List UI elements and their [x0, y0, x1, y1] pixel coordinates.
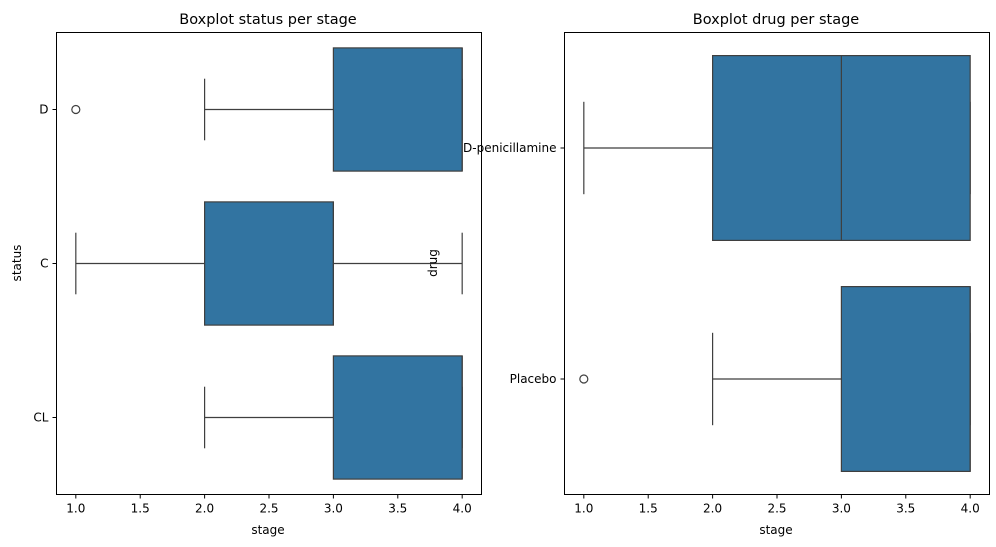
box-iqr [332, 47, 463, 172]
x-tick-label: 4.0 [453, 502, 472, 516]
chart-title: Boxplot status per stage [179, 12, 357, 28]
box-iqr [204, 201, 334, 326]
y-tick-label: D [39, 103, 48, 117]
x-tick-label: 3.0 [832, 502, 851, 516]
x-tick-label: 1.5 [639, 502, 658, 516]
x-axis-label: stage [251, 523, 284, 537]
x-tick-label: 2.0 [195, 502, 214, 516]
boxes [71, 47, 463, 480]
x-tick-label: 4.0 [961, 502, 980, 516]
chart-title: Boxplot drug per stage [693, 12, 860, 28]
box-iqr [332, 355, 463, 480]
boxplot-panel-status: Boxplot status per stage stage status 1.… [10, 12, 482, 537]
x-tick-label: 1.0 [574, 502, 593, 516]
boxes [579, 54, 971, 473]
outlier-point [579, 374, 589, 384]
plot-frame [564, 32, 990, 495]
y-axis-label: drug [426, 249, 440, 277]
x-tick-label: 3.5 [896, 502, 915, 516]
x-tick-label: 2.0 [703, 502, 722, 516]
x-tick-label: 1.0 [66, 502, 85, 516]
boxplot-panel-drug: Boxplot drug per stage stage drug 1.0 1.5… [426, 12, 990, 537]
x-tick-label: 2.5 [259, 502, 278, 516]
x-axis-label: stage [759, 523, 792, 537]
y-ticks: D-penicillamine Placebo [463, 141, 565, 386]
x-ticks: 1.0 1.5 2.0 2.5 3.0 3.5 4.0 [574, 494, 980, 516]
y-tick-label: Placebo [510, 372, 557, 386]
y-tick-label: C [40, 257, 48, 271]
x-tick-label: 3.0 [324, 502, 343, 516]
plot-frame [56, 32, 482, 495]
outlier-point [71, 104, 81, 115]
y-ticks: D C CL [33, 103, 57, 425]
y-axis-label: status [10, 245, 24, 282]
x-tick-label: 1.5 [131, 502, 150, 516]
y-tick-label: CL [33, 411, 48, 425]
x-ticks: 1.0 1.5 2.0 2.5 3.0 3.5 4.0 [66, 494, 472, 516]
box-iqr [840, 286, 971, 473]
x-tick-label: 2.5 [767, 502, 786, 516]
x-tick-label: 3.5 [388, 502, 407, 516]
y-tick-label: D-penicillamine [463, 141, 556, 155]
